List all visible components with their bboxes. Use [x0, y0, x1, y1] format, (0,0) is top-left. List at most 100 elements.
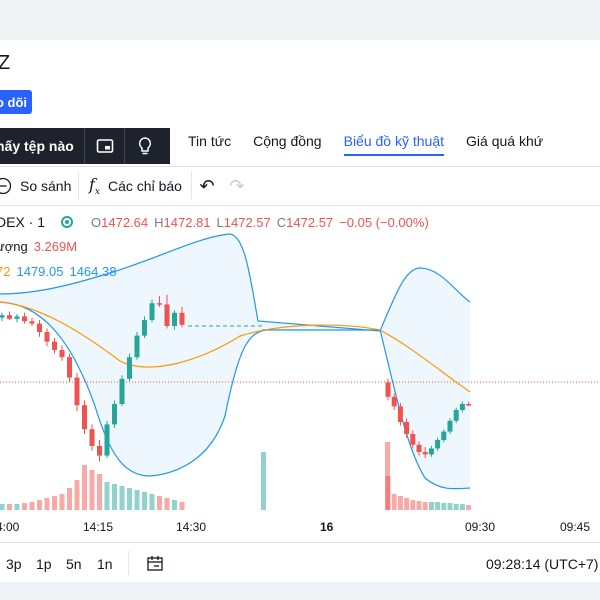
candle-body: [142, 320, 147, 336]
candle-body: [89, 429, 95, 446]
candle-body: [0, 315, 5, 318]
candle-body: [29, 321, 35, 324]
lightbulb-icon[interactable]: [124, 128, 164, 164]
high-label: H: [154, 214, 164, 230]
volume-bar: [22, 503, 27, 510]
range-button[interactable]: 1p: [36, 556, 52, 572]
indicators-button[interactable]: fx Các chỉ báo: [79, 167, 191, 205]
volume-bar: [179, 502, 185, 510]
volume-bar: [59, 494, 65, 510]
candle-body: [67, 357, 72, 378]
undo-icon[interactable]: ↶: [199, 175, 215, 196]
volume-bar: [142, 492, 147, 510]
volume-bar: [44, 498, 50, 510]
close-value: 1472.57: [286, 214, 334, 230]
volume-bar: [391, 494, 397, 510]
tab-technical-chart[interactable]: Biểu đồ kỹ thuật: [343, 128, 445, 156]
tab-historical-prices[interactable]: Giá quá khứ: [466, 133, 544, 149]
volume-bar: [7, 504, 12, 510]
candle-body: [453, 410, 459, 421]
bb-lower-value: 1464.38: [69, 264, 117, 279]
volume-bar: [89, 470, 95, 510]
time-axis: 4:00 14:15 14:30 16 09:30 09:45: [0, 512, 600, 542]
bollinger-lower-line: [0, 301, 471, 490]
volume-bar: [14, 504, 20, 510]
low-label: L: [216, 214, 224, 230]
volume-bar: [172, 500, 177, 510]
volume-bar: [112, 484, 117, 510]
range-button[interactable]: 3p: [6, 556, 22, 572]
symbol-name: Z: [0, 52, 11, 74]
candle-body: [416, 444, 422, 452]
volume-bar: [404, 498, 410, 510]
top-strip: [0, 0, 600, 40]
candle-body: [127, 357, 132, 379]
volume-bar: [37, 500, 42, 510]
file-bar: hấy tệp nào: [0, 128, 170, 164]
compare-button[interactable]: So sánh: [0, 167, 78, 205]
volume-bar: [164, 498, 170, 510]
redo-icon[interactable]: ↷: [229, 175, 245, 196]
market-status-icon: [61, 216, 74, 228]
bb-basis-value: 72: [0, 264, 11, 279]
candle-body: [466, 404, 472, 406]
volume-bar: [149, 494, 155, 510]
candle-body: [172, 312, 177, 326]
toolbar-divider: [78, 172, 79, 200]
volume-bar: [422, 502, 428, 510]
low-value: 1472.57: [223, 214, 271, 230]
volume-bar: [261, 452, 266, 510]
chart-toolbar: So sánh fx Các chỉ báo ↶ ↷: [0, 166, 600, 206]
candle-body: [410, 434, 416, 445]
follow-button[interactable]: o dõi: [0, 90, 32, 114]
volume-label: ượng: [0, 239, 28, 254]
volume-bar: [447, 503, 453, 510]
volume-bar: [127, 488, 132, 510]
volume-bar: [416, 501, 422, 510]
change-value: −0.05 (−0.00%): [339, 214, 429, 230]
symbol-header: [0, 40, 600, 128]
volume-bar: [435, 502, 441, 510]
range-button[interactable]: 1n: [97, 556, 113, 572]
candle-body: [7, 315, 12, 319]
candle-body: [97, 446, 102, 456]
bottom-strip: [0, 582, 600, 600]
tab-community[interactable]: Cộng đồng: [253, 133, 322, 149]
time-label: 14:30: [176, 520, 207, 534]
indicators-label: Các chỉ báo: [108, 178, 182, 194]
date-range-icon[interactable]: [146, 555, 164, 573]
candle-body: [385, 382, 391, 397]
volume-bar: [453, 504, 459, 510]
close-label: C: [276, 214, 287, 230]
candle-body: [422, 452, 428, 455]
price-chart[interactable]: [0, 206, 600, 512]
candle-body: [179, 312, 185, 325]
candle-body: [14, 316, 20, 319]
volume-bar: [428, 502, 434, 510]
legend-symbol: DEX · 1: [0, 214, 46, 230]
range-button[interactable]: 5n: [66, 556, 82, 572]
time-label: 16: [320, 520, 334, 534]
fx-icon: fx: [89, 174, 100, 198]
tab-news[interactable]: Tin tức: [188, 133, 232, 149]
volume-bar: [82, 465, 87, 510]
candle-body: [112, 404, 117, 425]
candle-body: [44, 332, 50, 342]
bottom-divider: [128, 551, 129, 575]
volume-bar: [466, 505, 472, 510]
volume-bar: [397, 496, 403, 510]
volume-bar: [67, 488, 72, 510]
compare-plus-icon: [0, 177, 12, 195]
nav-tabs: Tin tức Cộng đồng Biểu đồ kỹ thuật Giá q…: [188, 128, 565, 160]
bollinger-band-fill: [0, 234, 470, 489]
clock[interactable]: 09:28:14 (UTC+7): [486, 556, 599, 572]
candle-body: [119, 378, 125, 404]
candle-body: [164, 304, 170, 326]
candle-body: [134, 335, 140, 358]
time-label: 4:00: [0, 520, 20, 534]
snapshot-icon[interactable]: [84, 128, 124, 164]
file-bar-label: hấy tệp nào: [0, 138, 74, 154]
bollinger-upper-line: [0, 233, 471, 332]
bollinger-basis-line: [0, 301, 471, 393]
bottom-bar: 3p 1p 5n 1n 09:28:14 (UTC+7): [0, 542, 600, 582]
